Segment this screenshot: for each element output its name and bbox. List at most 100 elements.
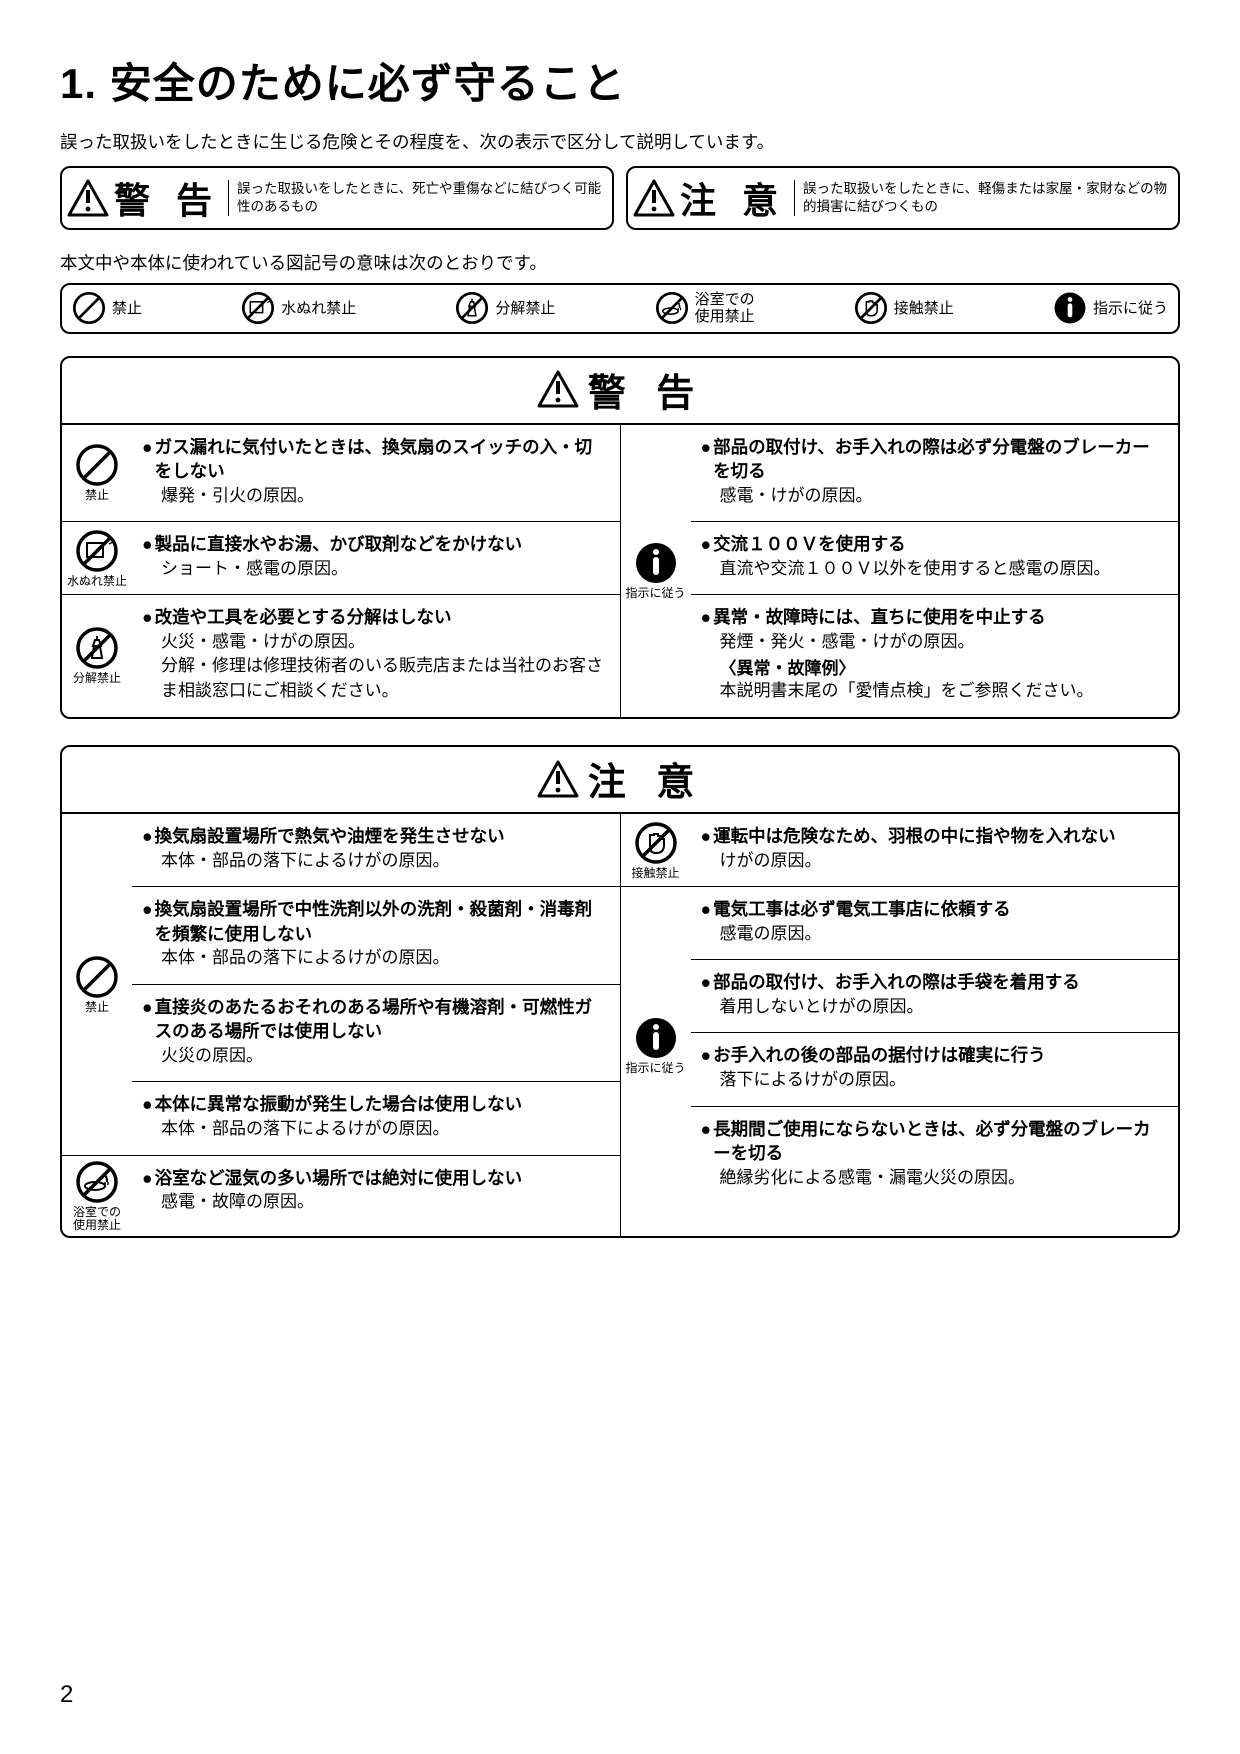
icon-label: 禁止 bbox=[85, 1001, 109, 1014]
bullet-title: 改造や工具を必要とする分解はしない bbox=[142, 605, 606, 630]
bullet-desc: 本体・部品の落下によるけがの原因。 bbox=[161, 1117, 606, 1142]
bullet-title: 本体に異常な振動が発生した場合は使用しない bbox=[142, 1092, 606, 1117]
prohibit-icon bbox=[75, 955, 119, 999]
group-items: 運転中は危険なため、羽根の中に指や物を入れない けがの原因。 bbox=[691, 814, 1179, 886]
warning-left-column: 禁止 ガス漏れに気付いたときは、換気扇のスイッチの入・切をしない 爆発・引火の原… bbox=[62, 425, 621, 718]
bullet-subtitle: 〈異常・故障例〉 bbox=[720, 654, 1165, 679]
bullet-desc: 本体・部品の落下によるけがの原因。 bbox=[161, 946, 606, 971]
bullet-desc: 本体・部品の落下によるけがの原因。 bbox=[161, 849, 606, 874]
group-items: 浴室など湿気の多い場所では絶対に使用しない 感電・故障の原因。 bbox=[132, 1156, 620, 1236]
definition-label: 警 告 bbox=[114, 172, 220, 224]
bullet-desc: 分解・修理は修理技術者のいる販売店または当社のお客さま相談窓口にご相談ください。 bbox=[161, 654, 606, 703]
bullet-title: 部品の取付け、お手入れの際は手袋を着用する bbox=[701, 970, 1165, 995]
cell-content: 部品の取付け、お手入れの際は必ず分電盤のブレーカーを切る 感電・けがの原因。 bbox=[691, 425, 1179, 522]
bullet-item: 換気扇設置場所で中性洗剤以外の洗剤・殺菌剤・消毒剤を頻繁に使用しない 本体・部品… bbox=[142, 897, 606, 971]
content-cell: 本体に異常な振動が発生した場合は使用しない 本体・部品の落下によるけがの原因。 bbox=[132, 1082, 620, 1154]
icon-group-no-touch: 接触禁止 運転中は危険なため、羽根の中に指や物を入れない けがの原因。 bbox=[621, 814, 1179, 887]
content-cell: 換気扇設置場所で中性洗剤以外の洗剤・殺菌剤・消毒剤を頻繁に使用しない 本体・部品… bbox=[132, 887, 620, 985]
caution-triangle-icon bbox=[536, 757, 580, 801]
definition-box-0: 警 告 誤った取扱いをしたときに、死亡や重傷などに結びつく可能性のあるもの bbox=[60, 166, 614, 230]
definition-desc: 誤った取扱いをしたときに、軽傷または家屋・家財などの物的損害に結びつくもの bbox=[794, 180, 1170, 215]
cell-content: 浴室など湿気の多い場所では絶対に使用しない 感電・故障の原因。 bbox=[132, 1156, 620, 1228]
cell-content: お手入れの後の部品の据付けは確実に行う 落下によるけがの原因。 bbox=[691, 1033, 1179, 1105]
icon-label: 禁止 bbox=[85, 489, 109, 502]
bullet-title: 直接炎のあたるおそれのある場所や有機溶剤・可燃性ガスのある場所では使用しない bbox=[142, 995, 606, 1044]
bullet-title: 換気扇設置場所で中性洗剤以外の洗剤・殺菌剤・消毒剤を頻繁に使用しない bbox=[142, 897, 606, 946]
bullet-title: お手入れの後の部品の据付けは確実に行う bbox=[701, 1043, 1165, 1068]
legend-item-no-disassemble: 分解禁止 bbox=[455, 291, 555, 325]
no-touch-icon bbox=[854, 291, 888, 325]
content-cell: 換気扇設置場所で熱気や油煙を発生させない 本体・部品の落下によるけがの原因。 bbox=[132, 814, 620, 887]
bullet-desc: 爆発・引火の原因。 bbox=[161, 484, 606, 509]
bullet-desc: 感電・けがの原因。 bbox=[720, 484, 1165, 509]
content-cell: 直接炎のあたるおそれのある場所や有機溶剤・可燃性ガスのある場所では使用しない 火… bbox=[132, 985, 620, 1083]
bullet-title: 運転中は危険なため、羽根の中に指や物を入れない bbox=[701, 824, 1165, 849]
bullet-item: 本体に異常な振動が発生した場合は使用しない 本体・部品の落下によるけがの原因。 bbox=[142, 1092, 606, 1141]
no-disassemble-icon bbox=[75, 626, 119, 670]
bullet-title: 異常・故障時には、直ちに使用を中止する bbox=[701, 605, 1165, 630]
cell-content: ガス漏れに気付いたときは、換気扇のスイッチの入・切をしない 爆発・引火の原因。 bbox=[132, 425, 620, 522]
bullet-desc: ショート・感電の原因。 bbox=[161, 557, 606, 582]
cell-content: 交流１００Ｖを使用する 直流や交流１００Ｖ以外を使用すると感電の原因。 bbox=[691, 522, 1179, 594]
no-water-icon bbox=[241, 291, 275, 325]
group-items: ガス漏れに気付いたときは、換気扇のスイッチの入・切をしない 爆発・引火の原因。 bbox=[132, 425, 620, 522]
bullet-title: 長期間ご使用にならないときは、必ず分電盤のブレーカーを切る bbox=[701, 1117, 1165, 1166]
bullet-item: 浴室など湿気の多い場所では絶対に使用しない 感電・故障の原因。 bbox=[142, 1166, 606, 1215]
bullet-item: 直接炎のあたるおそれのある場所や有機溶剤・可燃性ガスのある場所では使用しない 火… bbox=[142, 995, 606, 1069]
bullet-item: 運転中は危険なため、羽根の中に指や物を入れない けがの原因。 bbox=[701, 824, 1165, 873]
legend-label: 指示に従う bbox=[1093, 300, 1168, 317]
bullet-desc: 絶縁劣化による感電・漏電火災の原因。 bbox=[720, 1166, 1165, 1191]
bullet-desc: 感電の原因。 bbox=[720, 922, 1165, 947]
content-cell: 部品の取付け、お手入れの際は手袋を着用する 着用しないとけがの原因。 bbox=[691, 960, 1179, 1033]
caution-section: 注 意 禁止 換気扇設置場所で熱気や油煙を発生させない 本体・部品の落下によるけ… bbox=[60, 745, 1180, 1238]
content-cell: 改造や工具を必要とする分解はしない 火災・感電・けがの原因。分解・修理は修理技術… bbox=[132, 595, 620, 716]
bullet-title: ガス漏れに気付いたときは、換気扇のスイッチの入・切をしない bbox=[142, 435, 606, 484]
bullet-title: 換気扇設置場所で熱気や油煙を発生させない bbox=[142, 824, 606, 849]
prohibit-icon bbox=[75, 443, 119, 487]
group-items: 製品に直接水やお湯、かび取剤などをかけない ショート・感電の原因。 bbox=[132, 522, 620, 594]
cell-content: 運転中は危険なため、羽根の中に指や物を入れない けがの原因。 bbox=[691, 814, 1179, 886]
caution-right-column: 接触禁止 運転中は危険なため、羽根の中に指や物を入れない けがの原因。 bbox=[621, 814, 1179, 1236]
content-cell: 異常・故障時には、直ちに使用を中止する 発煙・発火・感電・けがの原因。〈異常・故… bbox=[691, 595, 1179, 717]
legend-item-instruction: 指示に従う bbox=[1053, 291, 1168, 325]
icon-zone: 禁止 bbox=[62, 814, 132, 1155]
cell-content: 製品に直接水やお湯、かび取剤などをかけない ショート・感電の原因。 bbox=[132, 522, 620, 594]
caution-header: 注 意 bbox=[62, 747, 1178, 814]
icon-zone: 指示に従う bbox=[621, 425, 691, 718]
warning-triangle-icon bbox=[66, 176, 110, 220]
icon-group-prohibit: 禁止 ガス漏れに気付いたときは、換気扇のスイッチの入・切をしない 爆発・引火の原… bbox=[62, 425, 620, 523]
bullet-item: 部品の取付け、お手入れの際は必ず分電盤のブレーカーを切る 感電・けがの原因。 bbox=[701, 435, 1165, 509]
bullet-item: 異常・故障時には、直ちに使用を中止する 発煙・発火・感電・けがの原因。〈異常・故… bbox=[701, 605, 1165, 704]
legend-label: 禁止 bbox=[112, 300, 142, 317]
cell-content: 換気扇設置場所で中性洗剤以外の洗剤・殺菌剤・消毒剤を頻繁に使用しない 本体・部品… bbox=[132, 887, 620, 984]
bullet-item: 換気扇設置場所で熱気や油煙を発生させない 本体・部品の落下によるけがの原因。 bbox=[142, 824, 606, 873]
bullet-desc: けがの原因。 bbox=[720, 849, 1165, 874]
bullet-desc: 落下によるけがの原因。 bbox=[720, 1068, 1165, 1093]
icon-group-instruction: 指示に従う 電気工事は必ず電気工事店に依頼する 感電の原因。 bbox=[621, 887, 1179, 1203]
cell-content: 直接炎のあたるおそれのある場所や有機溶剤・可燃性ガスのある場所では使用しない 火… bbox=[132, 985, 620, 1082]
definition-desc: 誤った取扱いをしたときに、死亡や重傷などに結びつく可能性のあるもの bbox=[228, 180, 604, 215]
no-bathroom-icon bbox=[75, 1160, 119, 1204]
bullet-title: 浴室など湿気の多い場所では絶対に使用しない bbox=[142, 1166, 606, 1191]
content-cell: お手入れの後の部品の据付けは確実に行う 落下によるけがの原因。 bbox=[691, 1033, 1179, 1106]
icon-zone: 指示に従う bbox=[621, 887, 691, 1203]
warning-right-column: 指示に従う 部品の取付け、お手入れの際は必ず分電盤のブレーカーを切る 感電・けが… bbox=[621, 425, 1179, 718]
bullet-desc: 火災・感電・けがの原因。 bbox=[161, 630, 606, 655]
legend-label: 分解禁止 bbox=[495, 300, 555, 317]
legend-item-prohibit: 禁止 bbox=[72, 291, 142, 325]
legend-intro: 本文中や本体に使われている図記号の意味は次のとおりです。 bbox=[60, 250, 1180, 275]
no-water-icon bbox=[75, 529, 119, 573]
bullet-item: ガス漏れに気付いたときは、換気扇のスイッチの入・切をしない 爆発・引火の原因。 bbox=[142, 435, 606, 509]
legend-label: 接触禁止 bbox=[894, 300, 954, 317]
bullet-item: 部品の取付け、お手入れの際は手袋を着用する 着用しないとけがの原因。 bbox=[701, 970, 1165, 1019]
group-items: 改造や工具を必要とする分解はしない 火災・感電・けがの原因。分解・修理は修理技術… bbox=[132, 595, 620, 716]
bullet-item: 製品に直接水やお湯、かび取剤などをかけない ショート・感電の原因。 bbox=[142, 532, 606, 581]
instruction-icon bbox=[1053, 291, 1087, 325]
bullet-title: 部品の取付け、お手入れの際は必ず分電盤のブレーカーを切る bbox=[701, 435, 1165, 484]
legend-label: 浴室での使用禁止 bbox=[695, 291, 755, 326]
icon-zone: 接触禁止 bbox=[621, 814, 691, 886]
bullet-sub-desc: 本説明書末尾の「愛情点検」をご参照ください。 bbox=[720, 679, 1165, 704]
icon-group-no-water: 水ぬれ禁止 製品に直接水やお湯、かび取剤などをかけない ショート・感電の原因。 bbox=[62, 522, 620, 595]
no-touch-icon bbox=[634, 821, 678, 865]
group-items: 部品の取付け、お手入れの際は必ず分電盤のブレーカーを切る 感電・けがの原因。 交… bbox=[691, 425, 1179, 718]
